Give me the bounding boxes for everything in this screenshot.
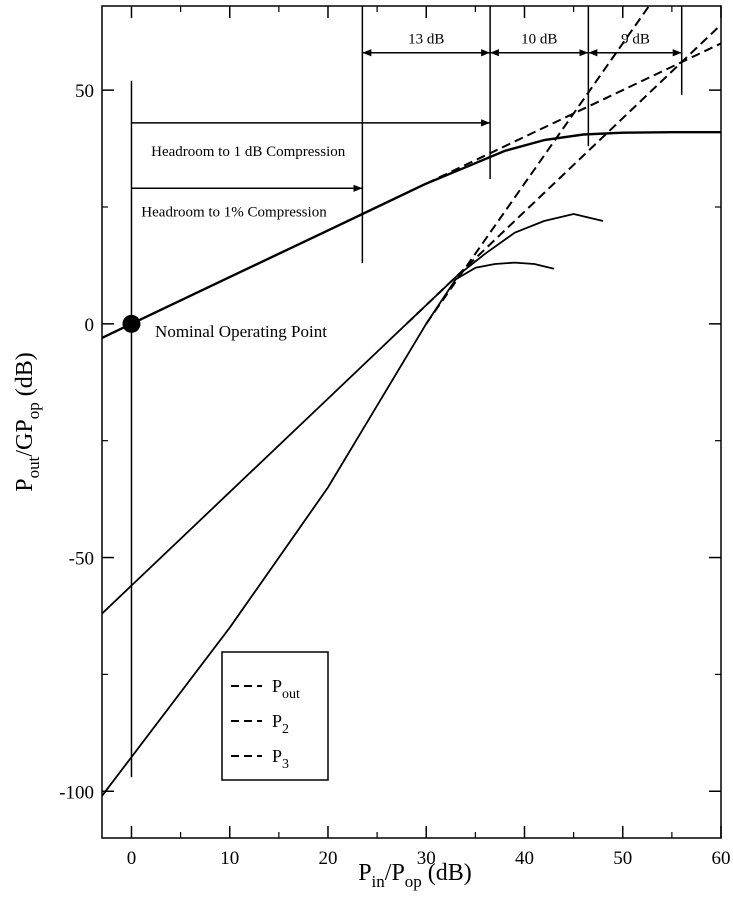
dim-13db-label: 13 dB <box>408 32 444 48</box>
legend-entry-p3: P3 <box>272 746 289 772</box>
extrapolation-pout <box>425 42 721 185</box>
x-tick-label: 50 <box>613 848 632 869</box>
extrapolation-p3 <box>425 6 651 325</box>
legend-box <box>221 651 329 781</box>
x-tick-label: 40 <box>515 848 534 869</box>
headroom-1pct-label: Headroom to 1% Compression <box>141 205 327 221</box>
guide-lines <box>130 6 683 778</box>
legend-entry-p2: P2 <box>272 711 289 737</box>
curve-p2 <box>102 213 604 615</box>
legend: Pout P2 P3 <box>221 651 329 781</box>
dim-9db-label: 9 dB <box>621 32 650 48</box>
headroom-1db-label: Headroom to 1 dB Compression <box>151 144 346 160</box>
x-tick-label: 60 <box>712 848 731 869</box>
y-tick-label: 0 <box>85 315 95 336</box>
y-axis-title: Pout/GPop (dB) <box>12 352 43 491</box>
curves <box>102 130 721 797</box>
legend-entry-pout: Pout <box>272 676 300 702</box>
plot-frame <box>101 5 722 839</box>
dimension-arrows <box>131 49 682 192</box>
dim-10db-label: 10 dB <box>521 32 557 48</box>
curve-pout <box>102 130 721 339</box>
curve-p3 <box>102 261 555 797</box>
extrapolation-lines <box>405 6 721 325</box>
operating-point-marker <box>122 314 141 333</box>
x-tick-label: 0 <box>127 848 137 869</box>
x-tick-label: 30 <box>417 848 436 869</box>
x-axis-title: Pin/Pop (dB) <box>358 860 472 891</box>
axis-ticks <box>102 6 722 838</box>
y-tick-label: -50 <box>69 549 94 570</box>
axis-tick-labels: 0 10 20 30 40 50 60 -100 -50 0 50 <box>59 81 730 869</box>
y-tick-label: -100 <box>59 782 94 803</box>
operating-point-label: Nominal Operating Point <box>155 322 327 341</box>
x-tick-label: 20 <box>318 848 337 869</box>
y-tick-label: 50 <box>75 81 94 102</box>
x-tick-label: 10 <box>220 848 239 869</box>
